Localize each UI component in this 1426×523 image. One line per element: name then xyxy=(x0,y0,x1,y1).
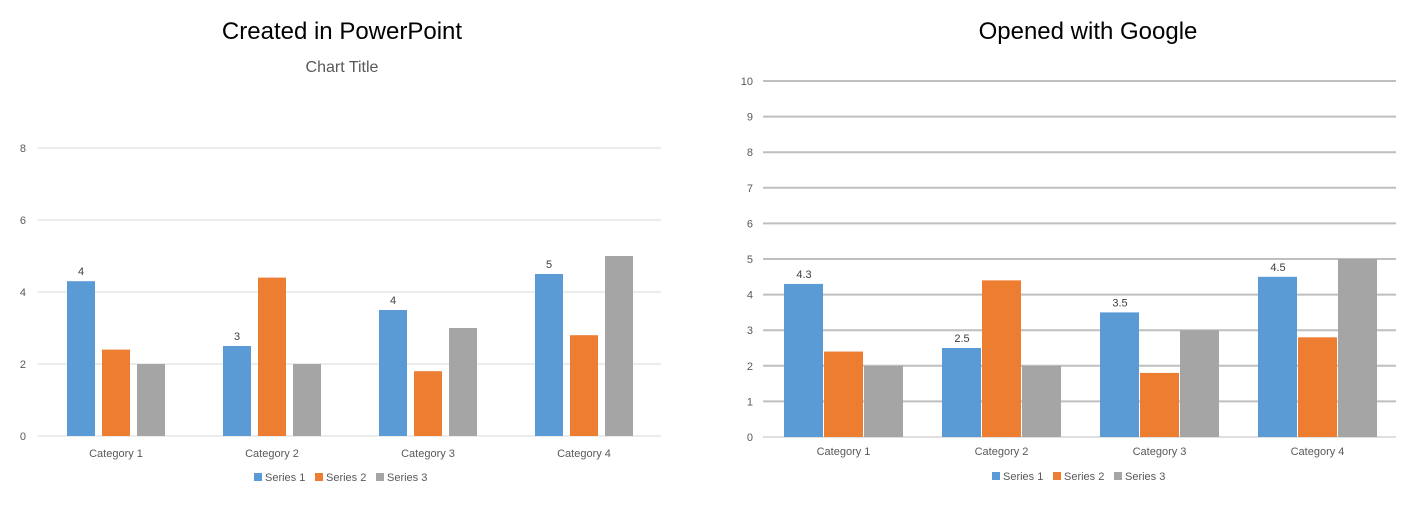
bar-2-2 xyxy=(982,280,1021,437)
legend-label: Series 2 xyxy=(326,472,366,484)
bar-3-1 xyxy=(864,365,903,437)
bar-2-2 xyxy=(258,277,286,436)
bar-3-1 xyxy=(137,364,165,436)
category-label: Category 4 xyxy=(557,448,611,460)
category-label: Category 2 xyxy=(975,446,1029,458)
legend-swatch xyxy=(254,473,262,481)
y-tick-label: 2 xyxy=(20,359,26,371)
bar-3-2 xyxy=(293,364,321,436)
bar-2-4 xyxy=(1298,337,1337,437)
y-tick-label: 9 xyxy=(747,112,753,124)
y-tick-label: 4 xyxy=(747,290,753,302)
google-chart: 0 1 2 3 4 5 6 7 8 9 10 4.3 Category 1 2.5 Category 2 3.… xyxy=(741,76,1396,483)
bar-1-1 xyxy=(67,281,95,436)
legend-swatch xyxy=(315,473,323,481)
y-tick-label: 10 xyxy=(741,76,753,88)
legend-swatch xyxy=(1114,472,1122,480)
y-tick-label: 2 xyxy=(747,361,753,373)
bar-3-2 xyxy=(1022,365,1061,437)
y-tick-label: 0 xyxy=(747,432,753,444)
y-tick-label: 1 xyxy=(747,396,753,408)
legend-label: Series 1 xyxy=(265,472,305,484)
legend-swatch xyxy=(1053,472,1061,480)
category-label: Category 1 xyxy=(89,448,143,460)
left-heading: Created in PowerPoint xyxy=(221,18,463,45)
category-label: Category 2 xyxy=(245,448,299,460)
bar-1-4 xyxy=(1258,276,1297,437)
category-label: Category 3 xyxy=(1133,446,1187,458)
y-tick-label: 4 xyxy=(20,287,26,299)
legend-swatch xyxy=(376,473,384,481)
bar-3-3 xyxy=(449,328,477,436)
category-label: Category 4 xyxy=(1291,446,1345,458)
y-tick-label: 6 xyxy=(20,215,26,227)
category-label: Category 1 xyxy=(817,446,871,458)
data-label: 4 xyxy=(78,266,84,278)
data-label: 3 xyxy=(234,331,240,343)
legend-swatch xyxy=(992,472,1000,480)
y-tick-label: 6 xyxy=(747,218,753,230)
bar-2-3 xyxy=(414,371,442,436)
data-label: 3.5 xyxy=(1112,297,1127,309)
powerpoint-chart: 0 2 4 6 8 4 Category 1 3 Category 2 4 Category 3 5 C… xyxy=(20,143,661,484)
bar-2-1 xyxy=(824,351,863,437)
y-tick-label: 0 xyxy=(20,431,26,443)
google-panel: Opened with Google 0 1 2 3 4 5 6 7 8 9 10 4.3 Catego… xyxy=(700,0,1426,523)
bar-2-4 xyxy=(570,335,598,436)
legend-label: Series 1 xyxy=(1003,471,1043,483)
bar-3-4 xyxy=(605,256,633,436)
y-tick-label: 3 xyxy=(747,325,753,337)
bar-1-3 xyxy=(379,310,407,436)
powerpoint-panel: Created in PowerPoint Chart Title 0 2 4 6 8 4… xyxy=(0,0,690,523)
bar-2-1 xyxy=(102,349,130,436)
data-label: 5 xyxy=(546,259,552,271)
bar-2-3 xyxy=(1140,372,1179,437)
bar-3-4 xyxy=(1338,259,1377,437)
data-label: 4.3 xyxy=(796,269,811,281)
legend-label: Series 2 xyxy=(1064,471,1104,483)
bar-1-2 xyxy=(223,346,251,436)
legend-label: Series 3 xyxy=(1125,471,1165,483)
category-label: Category 3 xyxy=(401,448,455,460)
bar-3-3 xyxy=(1180,330,1219,437)
bar-1-4 xyxy=(535,274,563,436)
chart-title: Chart Title xyxy=(305,59,379,76)
bar-1-1 xyxy=(784,283,823,437)
y-tick-label: 8 xyxy=(20,143,26,155)
data-label: 4 xyxy=(390,295,396,307)
legend-label: Series 3 xyxy=(387,472,427,484)
y-tick-label: 7 xyxy=(747,183,753,195)
right-heading: Opened with Google xyxy=(978,18,1198,45)
data-label: 4.5 xyxy=(1270,262,1285,274)
y-tick-label: 8 xyxy=(747,147,753,159)
bar-1-3 xyxy=(1100,312,1139,437)
y-tick-label: 5 xyxy=(747,254,753,266)
data-label: 2.5 xyxy=(954,333,969,345)
bar-1-2 xyxy=(942,348,981,437)
